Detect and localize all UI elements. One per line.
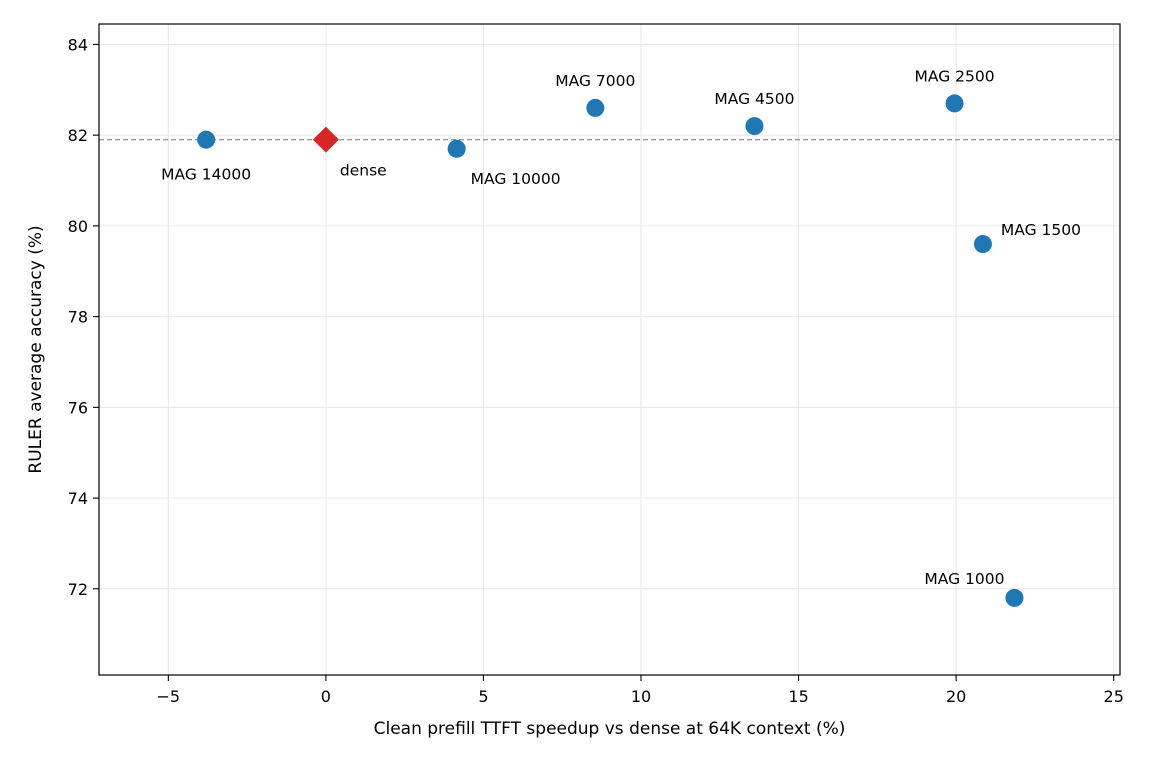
y-tick-label: 80 bbox=[68, 217, 88, 236]
x-axis-label: Clean prefill TTFT speedup vs dense at 6… bbox=[374, 719, 846, 739]
x-tick-label: −5 bbox=[157, 687, 181, 706]
data-points bbox=[197, 94, 1024, 607]
y-tick-label: 76 bbox=[68, 398, 88, 417]
label-mag-10000: MAG 10000 bbox=[471, 170, 561, 188]
y-tick-label: 78 bbox=[68, 308, 88, 327]
y-tick-label: 74 bbox=[68, 489, 88, 508]
point-mag-1500 bbox=[973, 235, 992, 254]
point-mag-2500 bbox=[945, 94, 964, 113]
x-tick-label: 15 bbox=[788, 687, 808, 706]
label-mag-7000: MAG 7000 bbox=[555, 72, 635, 90]
point-mag-4500 bbox=[745, 117, 764, 136]
x-axis-ticks: −5 0 5 10 15 20 25 bbox=[157, 675, 1124, 706]
point-labels: MAG 14000 dense MAG 10000 MAG 7000 MAG 4500 M… bbox=[161, 67, 1081, 587]
label-mag-4500: MAG 4500 bbox=[714, 90, 794, 108]
y-tick-label: 72 bbox=[68, 580, 88, 599]
point-mag-14000 bbox=[197, 130, 216, 149]
x-tick-label: 25 bbox=[1104, 687, 1124, 706]
point-mag-1000 bbox=[1005, 588, 1024, 607]
point-dense bbox=[312, 126, 339, 153]
y-axis-label: RULER average accuracy (%) bbox=[26, 225, 46, 473]
x-tick-label: 0 bbox=[321, 687, 331, 706]
plot-frame bbox=[98, 23, 1121, 676]
x-tick-label: 10 bbox=[631, 687, 651, 706]
label-mag-1500: MAG 1500 bbox=[1001, 221, 1081, 239]
x-tick-label: 5 bbox=[478, 687, 488, 706]
label-mag-14000: MAG 14000 bbox=[161, 166, 251, 184]
label-dense: dense bbox=[340, 162, 387, 180]
y-tick-label: 82 bbox=[68, 126, 88, 145]
y-axis-ticks: 72 74 76 78 80 82 84 bbox=[68, 35, 99, 599]
label-mag-1000: MAG 1000 bbox=[924, 570, 1004, 588]
x-tick-label: 20 bbox=[946, 687, 966, 706]
grid bbox=[99, 24, 1120, 675]
label-mag-2500: MAG 2500 bbox=[915, 67, 995, 85]
y-tick-label: 84 bbox=[68, 35, 88, 54]
point-mag-7000 bbox=[586, 98, 605, 117]
point-mag-10000 bbox=[447, 139, 466, 158]
